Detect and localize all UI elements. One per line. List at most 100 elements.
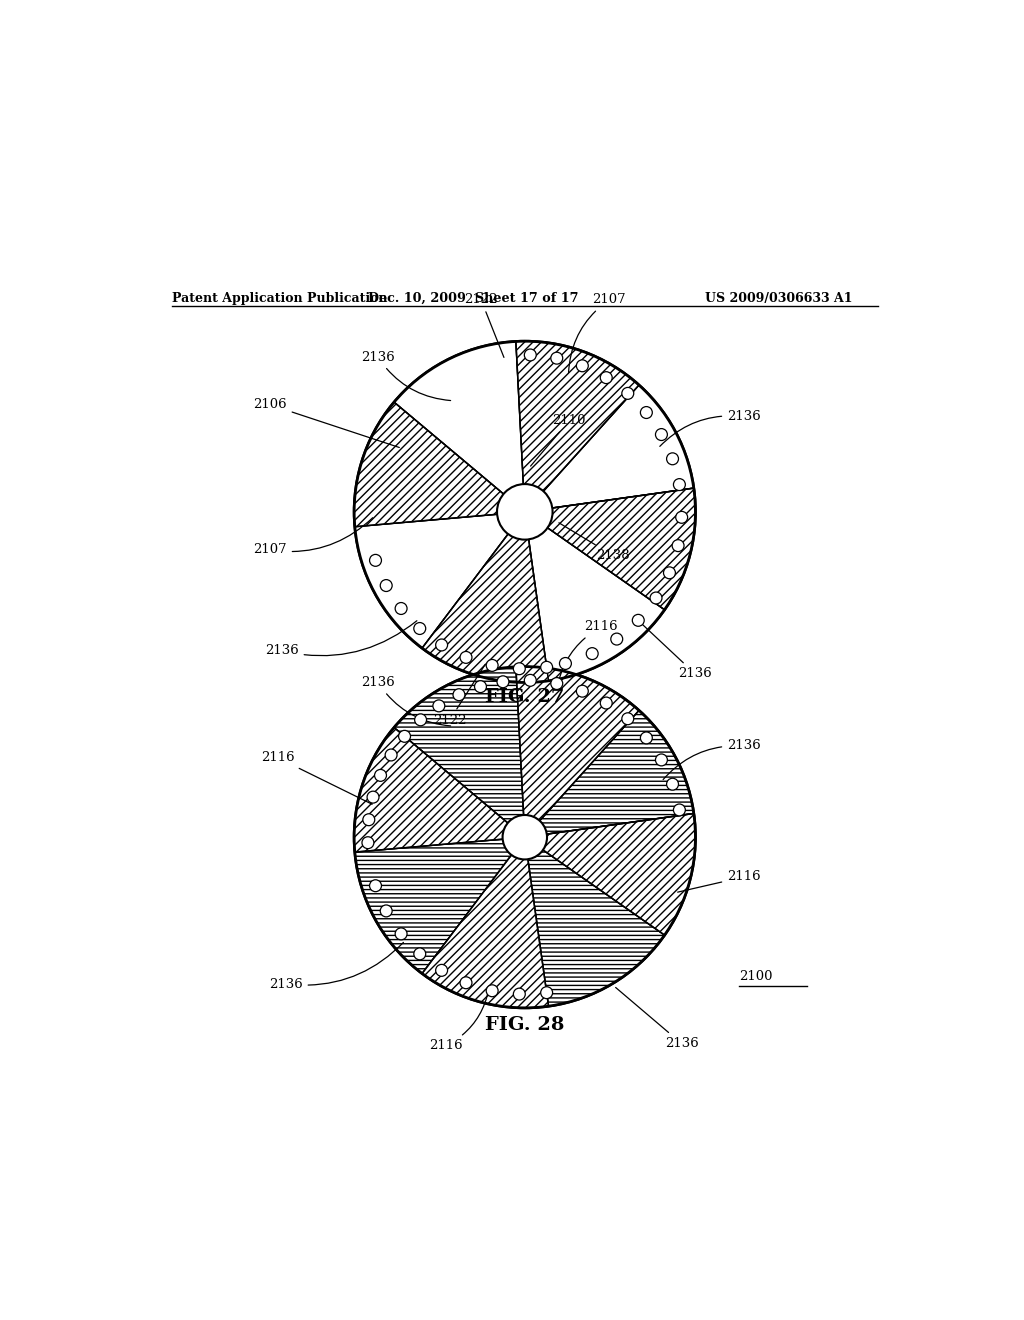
Wedge shape (355, 837, 524, 973)
Wedge shape (354, 727, 524, 853)
Circle shape (672, 540, 684, 552)
Text: 2136: 2136 (615, 987, 698, 1051)
Text: 2136: 2136 (361, 351, 451, 400)
Wedge shape (524, 385, 694, 512)
Circle shape (385, 748, 397, 760)
Circle shape (474, 681, 486, 693)
Circle shape (632, 614, 644, 626)
Text: 2106: 2106 (253, 399, 399, 447)
Circle shape (453, 689, 465, 701)
Circle shape (361, 837, 374, 849)
Wedge shape (524, 837, 665, 1006)
Wedge shape (516, 667, 639, 837)
Wedge shape (422, 512, 549, 682)
Circle shape (577, 685, 588, 697)
Text: 2136: 2136 (269, 942, 403, 990)
Circle shape (398, 730, 411, 742)
Circle shape (650, 593, 662, 605)
Circle shape (503, 814, 547, 859)
Text: US 2009/0306633 A1: US 2009/0306633 A1 (705, 292, 853, 305)
Circle shape (674, 479, 685, 491)
Circle shape (513, 663, 525, 675)
Circle shape (370, 879, 382, 892)
Circle shape (395, 602, 408, 614)
Wedge shape (422, 837, 549, 1008)
Circle shape (460, 977, 472, 989)
Circle shape (524, 675, 537, 686)
Circle shape (640, 407, 652, 418)
Text: 2136: 2136 (664, 739, 761, 780)
Wedge shape (524, 488, 695, 610)
Wedge shape (394, 342, 524, 512)
Circle shape (435, 639, 447, 651)
Circle shape (414, 948, 426, 960)
Wedge shape (524, 512, 665, 681)
Circle shape (375, 770, 386, 781)
Text: 2116: 2116 (557, 620, 617, 689)
Circle shape (541, 661, 553, 673)
Circle shape (415, 714, 427, 726)
Circle shape (674, 804, 685, 816)
Text: 2136: 2136 (265, 620, 417, 657)
Circle shape (587, 648, 598, 660)
Circle shape (362, 813, 375, 826)
Circle shape (524, 348, 537, 360)
Circle shape (380, 906, 392, 917)
Text: 2100: 2100 (739, 970, 772, 982)
Circle shape (354, 667, 695, 1008)
Circle shape (486, 985, 498, 997)
Circle shape (497, 676, 509, 688)
Text: Dec. 10, 2009  Sheet 17 of 17: Dec. 10, 2009 Sheet 17 of 17 (368, 292, 579, 305)
Wedge shape (355, 512, 524, 648)
Circle shape (435, 965, 447, 977)
Circle shape (622, 388, 634, 400)
Circle shape (433, 700, 444, 711)
Circle shape (664, 566, 676, 578)
Circle shape (655, 429, 668, 441)
Circle shape (622, 713, 634, 725)
Text: Patent Application Publication: Patent Application Publication (172, 292, 387, 305)
Wedge shape (516, 342, 639, 512)
Wedge shape (394, 667, 524, 837)
Circle shape (541, 987, 553, 999)
Circle shape (551, 677, 563, 689)
Wedge shape (354, 403, 524, 527)
Circle shape (497, 484, 553, 540)
Text: 2116: 2116 (261, 751, 372, 804)
Text: 2116: 2116 (678, 870, 761, 892)
Circle shape (414, 623, 426, 635)
Circle shape (367, 791, 379, 803)
Circle shape (513, 989, 525, 1001)
Text: 2136: 2136 (643, 624, 712, 680)
Circle shape (486, 660, 498, 672)
Circle shape (610, 634, 623, 645)
Circle shape (354, 342, 695, 682)
Text: 2107: 2107 (253, 517, 373, 557)
Circle shape (600, 697, 612, 709)
Circle shape (655, 754, 668, 766)
Text: 2107: 2107 (568, 293, 626, 372)
Circle shape (559, 657, 571, 669)
Text: FIG. 28: FIG. 28 (485, 1016, 564, 1035)
Circle shape (370, 554, 382, 566)
Wedge shape (524, 813, 695, 935)
Text: FIG. 27: FIG. 27 (485, 688, 564, 706)
Text: 2136: 2136 (659, 411, 761, 446)
Circle shape (676, 511, 688, 523)
Text: 2138: 2138 (559, 523, 630, 562)
Wedge shape (524, 710, 694, 837)
Circle shape (460, 652, 472, 664)
Circle shape (551, 352, 563, 364)
Text: 2122: 2122 (433, 664, 485, 727)
Circle shape (395, 928, 408, 940)
Circle shape (640, 733, 652, 744)
Circle shape (667, 779, 679, 791)
Circle shape (667, 453, 679, 465)
Text: 2122: 2122 (465, 293, 504, 358)
Circle shape (600, 372, 612, 384)
Text: 2110: 2110 (530, 414, 586, 466)
Circle shape (380, 579, 392, 591)
Text: 2116: 2116 (429, 990, 488, 1052)
Circle shape (577, 360, 588, 372)
Text: 2136: 2136 (361, 676, 451, 726)
